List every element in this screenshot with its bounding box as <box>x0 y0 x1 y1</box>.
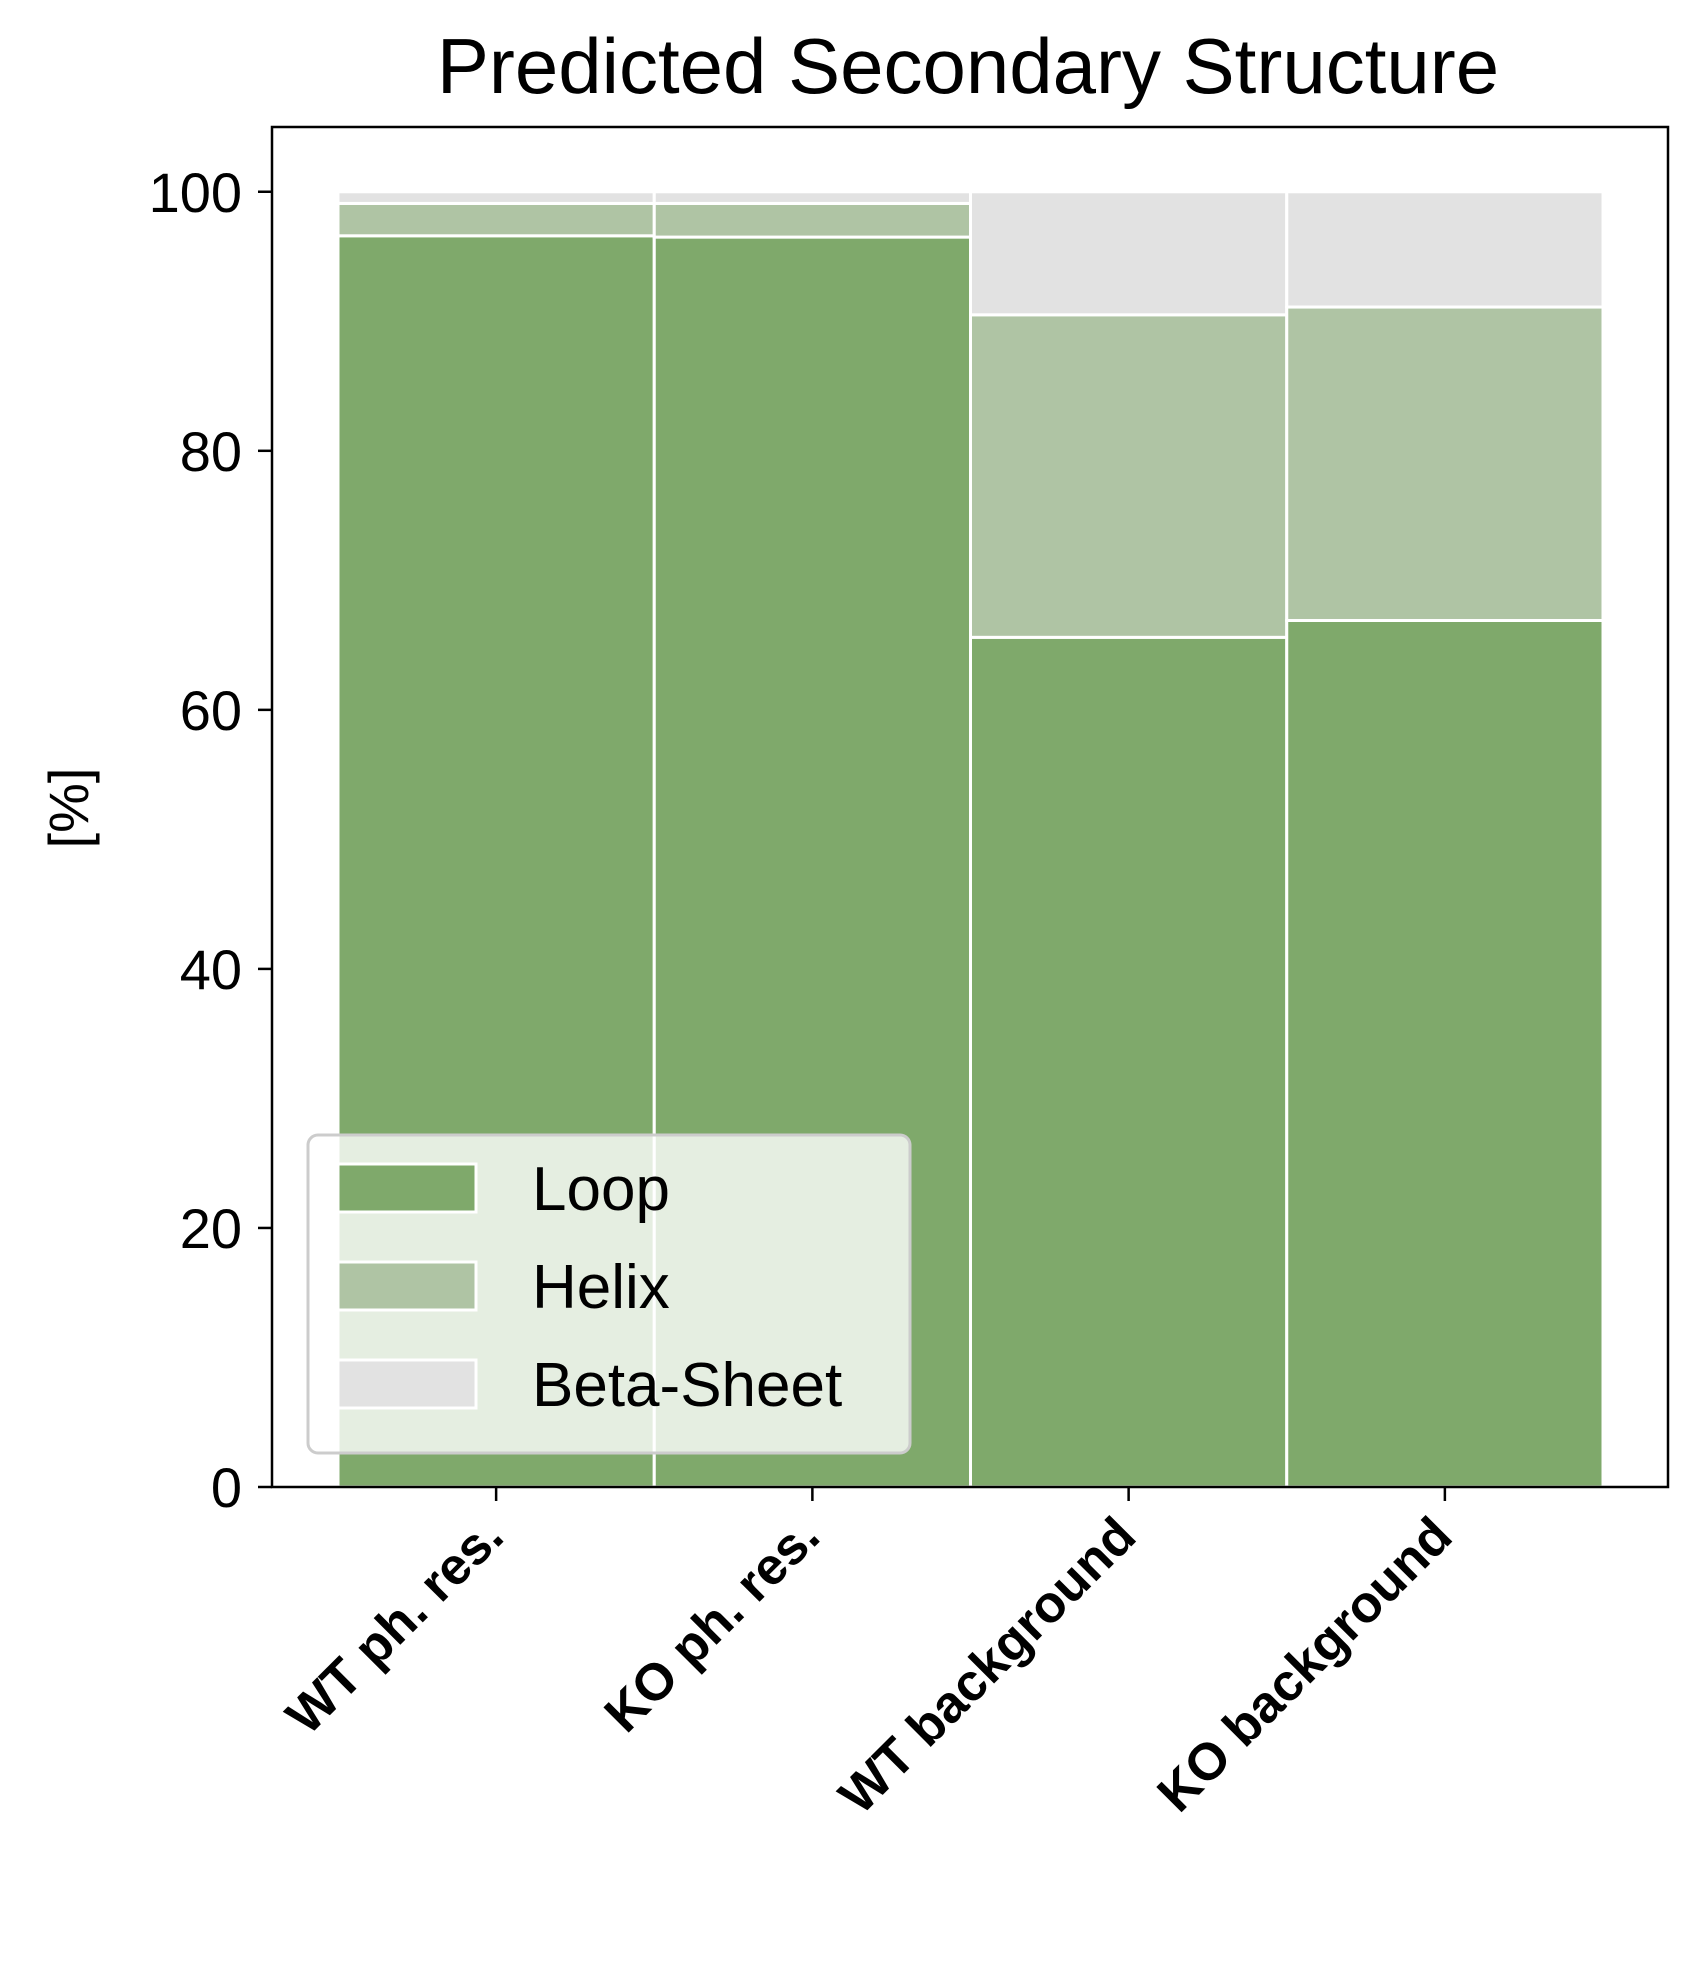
legend-label-helix: Helix <box>532 1253 670 1322</box>
y-tick-label: 100 <box>149 161 242 224</box>
bar-beta-sheet-ko-ph-res <box>652 190 972 205</box>
bar-beta-sheet-wt-ph-res <box>336 190 656 205</box>
bar-loop-ko-background <box>1285 618 1605 1489</box>
y-tick-label: 80 <box>180 420 242 483</box>
y-axis-label: [%] <box>37 768 100 849</box>
bar-helix-wt-background <box>969 313 1289 639</box>
y-tick-label: 20 <box>180 1197 242 1260</box>
x-axis-ticks: WT ph. res. KO ph. res.WT background KO ba… <box>275 1487 1463 1825</box>
y-axis-ticks: 0 20 40 60 80 100 <box>149 161 272 1519</box>
x-tick-label-ko-background: KO background <box>1147 1506 1464 1823</box>
legend-label-beta-sheet: Beta-Sheet <box>532 1351 842 1420</box>
bar-loop-wt-background <box>969 635 1289 1489</box>
chart-title: Predicted Secondary Structure <box>437 22 1499 110</box>
x-tick-label-wt-ph-res: WT ph. res. <box>275 1506 514 1745</box>
y-tick-label: 0 <box>211 1456 242 1519</box>
y-tick-label: 40 <box>180 938 242 1001</box>
bar-helix-ko-background <box>1285 305 1605 622</box>
legend-swatch-loop <box>336 1162 478 1214</box>
bar-beta-sheet-wt-background <box>969 190 1289 317</box>
x-tick-label-wt-background: WT background <box>828 1506 1147 1825</box>
bar-helix-ko-ph-res <box>652 201 972 239</box>
legend: Loop Helix Beta-Sheet <box>306 1133 912 1455</box>
legend-swatch-helix <box>336 1260 478 1312</box>
y-tick-label: 60 <box>180 679 242 742</box>
legend-label-loop: Loop <box>532 1155 670 1224</box>
bar-beta-sheet-ko-background <box>1285 190 1605 309</box>
plot-frame <box>270 125 1670 1489</box>
x-tick-label-ko-ph-res: KO ph. res. <box>594 1506 831 1743</box>
legend-swatch-beta-sheet <box>336 1358 478 1410</box>
bar-helix-wt-ph-res <box>336 201 656 238</box>
